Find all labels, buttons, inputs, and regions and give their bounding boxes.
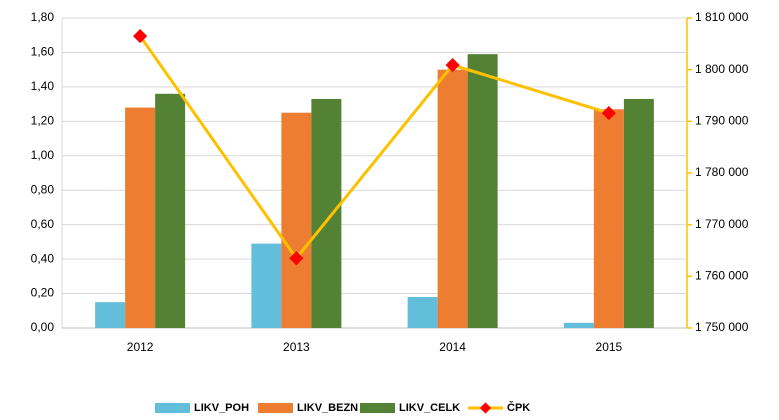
marker <box>445 57 460 73</box>
bar <box>155 93 186 329</box>
y-tick-label: 1,20 <box>31 114 55 128</box>
marker <box>601 105 616 121</box>
bar <box>407 297 438 328</box>
x-tick-label: 2014 <box>439 340 466 354</box>
legend-label: LIKV_POH <box>194 402 249 414</box>
legend-label: LIKV_BEZN <box>297 402 358 414</box>
bar <box>125 107 156 328</box>
y-tick-label: 0,20 <box>31 286 55 300</box>
y-tick-label: 1,80 <box>31 10 55 24</box>
y2-tick-label: 1 810 000 <box>695 10 749 24</box>
bar <box>251 243 282 328</box>
x-tick-label: 2013 <box>283 340 310 354</box>
y2-tick-label: 1 800 000 <box>695 62 749 76</box>
bar <box>623 98 654 328</box>
y-tick-label: 0,00 <box>31 320 55 334</box>
y-tick-label: 1,40 <box>31 79 55 93</box>
y-tick-label: 1,00 <box>31 148 55 162</box>
legend-marker <box>479 402 492 414</box>
y-tick-label: 1,60 <box>31 45 55 59</box>
bar <box>311 98 342 328</box>
y2-tick-label: 1 750 000 <box>695 320 749 334</box>
y2-tick-label: 1 780 000 <box>695 165 749 179</box>
y2-tick-label: 1 760 000 <box>695 269 749 283</box>
legend-swatch <box>155 403 190 413</box>
bar <box>95 302 126 328</box>
y-tick-label: 0,80 <box>31 182 55 196</box>
y2-tick-label: 1 770 000 <box>695 217 749 231</box>
legend-label: LIKV_CELK <box>399 402 460 414</box>
bar <box>281 112 312 328</box>
bar <box>563 322 594 328</box>
legend-label: ČPK <box>507 401 530 414</box>
legend-swatch <box>258 403 293 413</box>
x-tick-label: 2015 <box>596 340 623 354</box>
line <box>138 35 610 261</box>
y2-tick-label: 1 790 000 <box>695 114 749 128</box>
bar <box>467 54 498 329</box>
marker <box>289 251 304 266</box>
legend-swatch <box>360 403 395 413</box>
bar <box>593 109 624 329</box>
y-tick-label: 0,40 <box>31 251 55 265</box>
y-tick-label: 0,60 <box>31 217 55 231</box>
x-tick-label: 2012 <box>127 340 154 354</box>
bar <box>437 69 468 329</box>
